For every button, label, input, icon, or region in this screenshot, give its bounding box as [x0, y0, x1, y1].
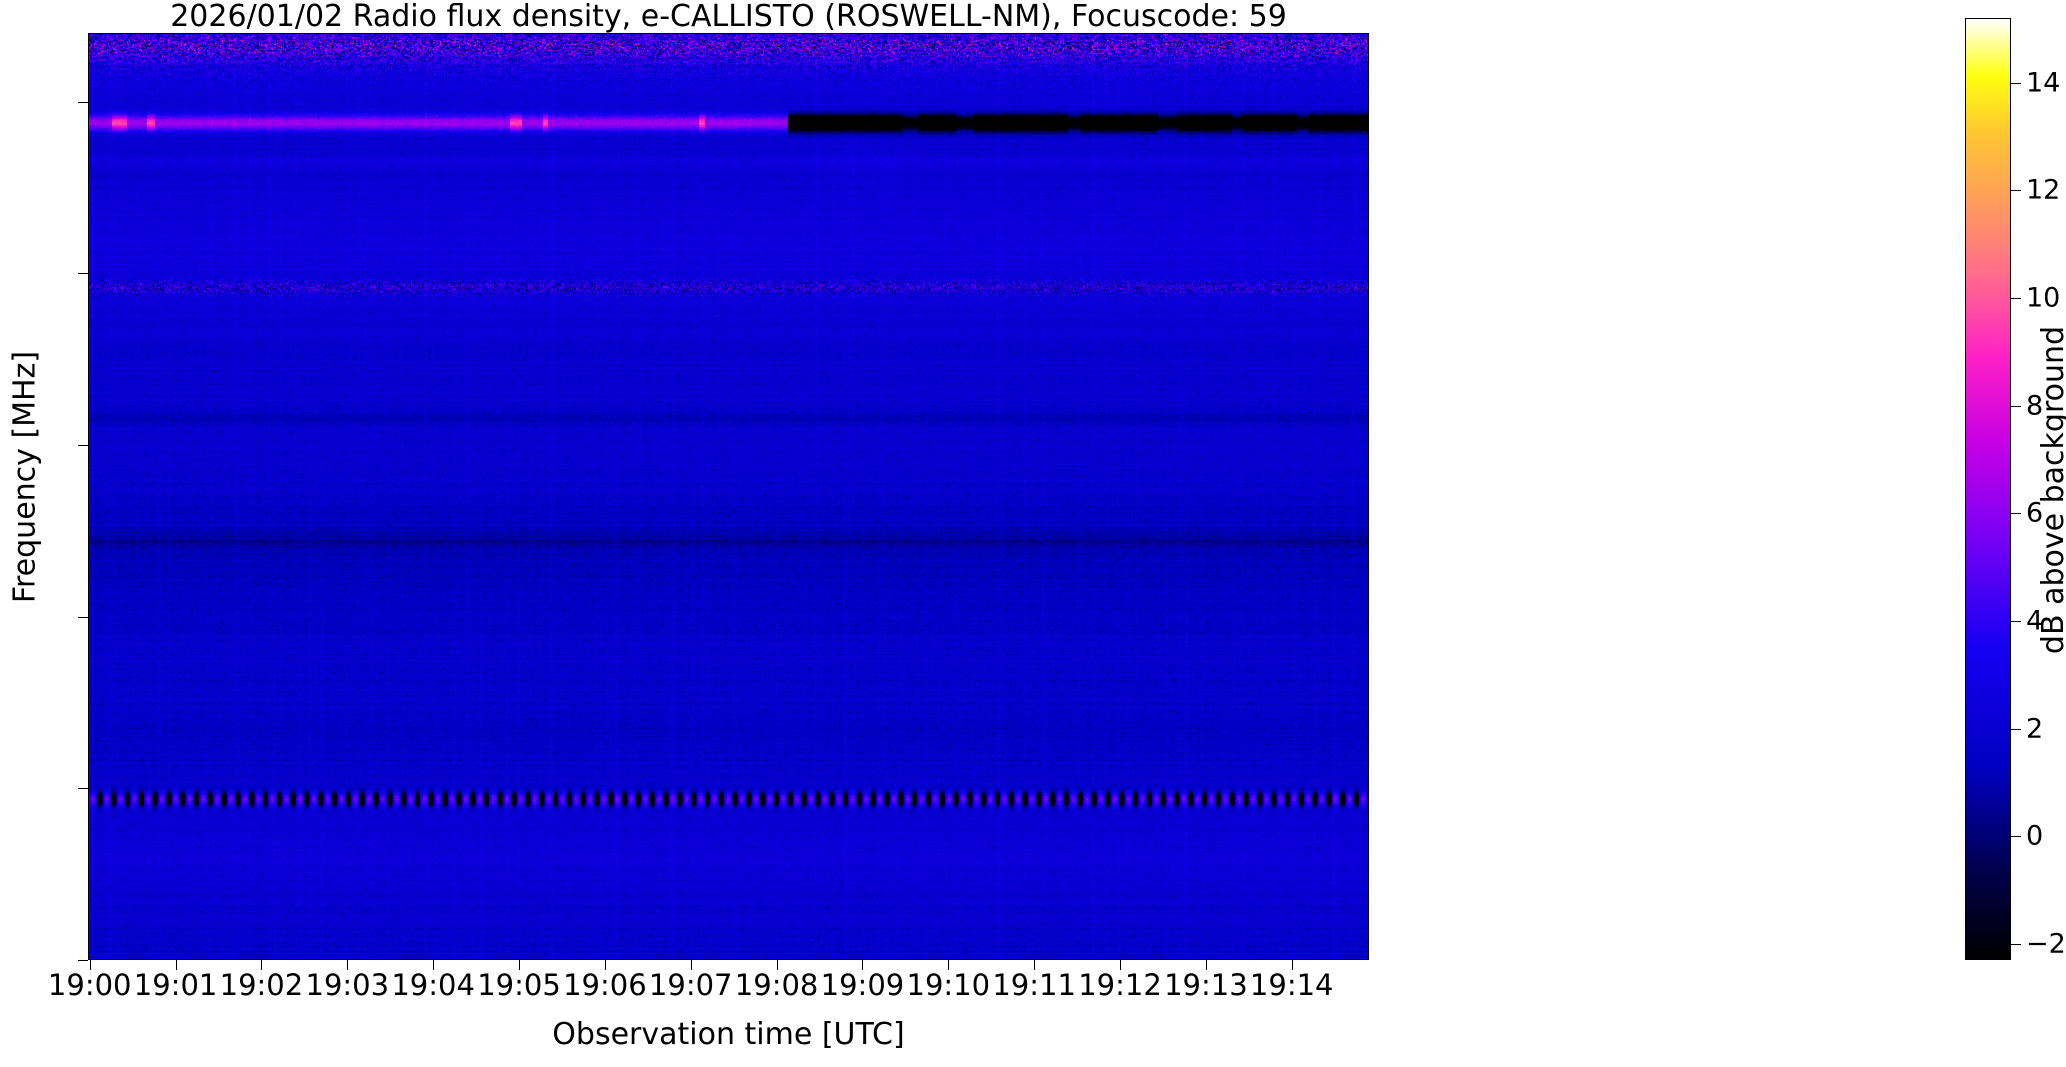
- plot-area: [88, 33, 1369, 960]
- x-tick-mark: [777, 960, 778, 970]
- spectrogram-canvas: [89, 34, 1368, 959]
- x-tick-mark: [605, 960, 606, 970]
- y-tick-mark: [78, 102, 88, 103]
- colorbar-gradient: [1966, 19, 2010, 959]
- x-tick-label: 19:02: [219, 968, 304, 1002]
- colorbar-tick-label: −2: [2026, 928, 2066, 960]
- y-tick-mark: [78, 788, 88, 789]
- x-tick-mark: [1120, 960, 1121, 970]
- colorbar-tick-label: 2: [2026, 713, 2044, 745]
- x-tick-label: 19:08: [734, 968, 819, 1002]
- colorbar-tick-label: 10: [2026, 282, 2061, 314]
- x-tick-label: 19:13: [1164, 968, 1248, 1002]
- x-tick-label: 19:00: [47, 968, 132, 1002]
- spectrogram-image: [89, 34, 1368, 959]
- colorbar-label: dB above background: [2036, 325, 2066, 655]
- colorbar-tick-mark: [2011, 298, 2021, 299]
- colorbar-tick-mark: [2011, 836, 2021, 837]
- colorbar-tick-mark: [2011, 513, 2021, 514]
- x-tick-mark: [261, 960, 262, 970]
- x-tick-label: 19:12: [1078, 968, 1162, 1002]
- colorbar-tick-label: 6: [2026, 497, 2044, 529]
- colorbar-tick-label: 4: [2026, 605, 2044, 637]
- colorbar-tick-mark: [2011, 729, 2021, 730]
- x-axis-label: Observation time [UTC]: [552, 1017, 905, 1052]
- x-tick-mark: [948, 960, 949, 970]
- x-tick-label: 19:03: [305, 968, 390, 1002]
- x-tick-label: 19:07: [648, 968, 733, 1002]
- x-tick-label: 19:11: [992, 968, 1076, 1002]
- y-tick-mark: [78, 617, 88, 618]
- colorbar-tick-mark: [2011, 83, 2021, 84]
- x-tick-mark: [1034, 960, 1035, 970]
- y-tick-mark: [78, 273, 88, 274]
- colorbar-tick-label: 14: [2026, 67, 2061, 99]
- x-tick-mark: [176, 960, 177, 970]
- colorbar-tick-label: 12: [2026, 174, 2061, 206]
- colorbar-tick-mark: [2011, 406, 2021, 407]
- x-tick-mark: [90, 960, 91, 970]
- x-tick-mark: [347, 960, 348, 970]
- x-tick-mark: [862, 960, 863, 970]
- colorbar-tick-mark: [2011, 190, 2021, 191]
- x-tick-label: 19:06: [563, 968, 647, 1002]
- x-tick-mark: [519, 960, 520, 970]
- x-tick-label: 19:05: [477, 968, 561, 1002]
- page-title: 2026/01/02 Radio flux density, e-CALLIST…: [170, 0, 1287, 34]
- y-tick-mark: [78, 960, 88, 961]
- x-tick-label: 19:09: [820, 968, 905, 1002]
- x-tick-label: 19:01: [133, 968, 218, 1002]
- x-tick-mark: [1206, 960, 1207, 970]
- y-tick-mark: [78, 445, 88, 446]
- colorbar-tick-label: 8: [2026, 390, 2044, 422]
- x-tick-mark: [433, 960, 434, 970]
- colorbar-tick-mark: [2011, 944, 2021, 945]
- colorbar-tick-mark: [2011, 621, 2021, 622]
- x-tick-label: 19:10: [906, 968, 991, 1002]
- x-tick-label: 19:14: [1249, 968, 1334, 1002]
- x-tick-mark: [691, 960, 692, 970]
- colorbar: [1965, 18, 2011, 960]
- colorbar-tick-label: 0: [2026, 820, 2044, 852]
- x-tick-label: 19:04: [391, 968, 475, 1002]
- y-axis-label: Frequency [MHz]: [7, 350, 43, 604]
- x-tick-mark: [1292, 960, 1293, 970]
